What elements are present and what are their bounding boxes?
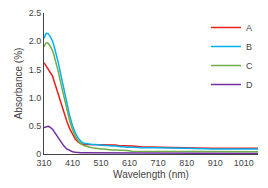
svg-text:1.5: 1.5 xyxy=(29,65,42,75)
svg-text:510: 510 xyxy=(94,158,109,168)
svg-text:410: 410 xyxy=(65,158,80,168)
svg-text:1.0: 1.0 xyxy=(29,93,42,103)
svg-text:610: 610 xyxy=(122,158,137,168)
svg-text:A: A xyxy=(246,23,252,33)
svg-text:B: B xyxy=(246,42,252,52)
svg-text:710: 710 xyxy=(151,158,166,168)
svg-text:2.5: 2.5 xyxy=(29,8,42,18)
svg-text:310: 310 xyxy=(36,158,51,168)
svg-text:Wavelength (nm): Wavelength (nm) xyxy=(113,169,189,180)
svg-text:0.5: 0.5 xyxy=(29,121,42,131)
svg-text:810: 810 xyxy=(179,158,194,168)
svg-text:C: C xyxy=(246,61,253,71)
svg-text:910: 910 xyxy=(208,158,223,168)
svg-text:0: 0 xyxy=(36,149,41,159)
svg-text:D: D xyxy=(246,80,253,90)
svg-text:1010: 1010 xyxy=(234,158,254,168)
svg-text:Absorbance (%): Absorbance (%) xyxy=(13,48,24,120)
svg-text:2.0: 2.0 xyxy=(29,36,42,46)
